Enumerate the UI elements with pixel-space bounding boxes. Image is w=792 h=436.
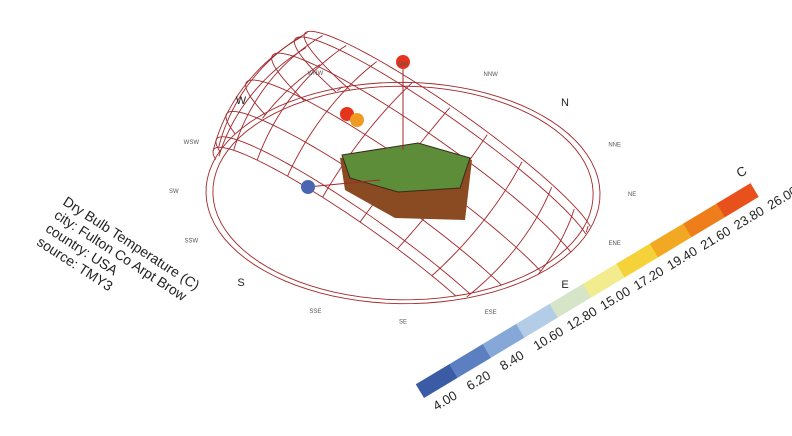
legend-swatch xyxy=(449,343,492,378)
sun-spheres xyxy=(301,55,410,194)
hour-line xyxy=(337,86,343,92)
compass-label: ENE xyxy=(608,241,620,247)
compass-label: WNW xyxy=(307,71,323,77)
compass-label: N xyxy=(561,97,569,109)
compass-label: ESE xyxy=(485,310,497,316)
legend: 4.006.208.4010.6012.8015.0017.2019.4021.… xyxy=(415,163,792,413)
hour-line xyxy=(262,64,321,119)
legend-swatch xyxy=(415,363,458,398)
compass-label: NNW xyxy=(484,72,499,78)
hour-line xyxy=(256,45,347,161)
compass-label: W xyxy=(236,95,247,107)
hour-line xyxy=(585,225,589,233)
legend-title: C xyxy=(734,163,750,181)
hour-line xyxy=(322,82,413,198)
hour-line xyxy=(466,186,553,298)
compass-ring xyxy=(205,81,601,305)
compass-label: SW xyxy=(169,189,179,195)
legend-swatch xyxy=(482,323,525,358)
building xyxy=(340,142,472,220)
building-roof xyxy=(341,142,471,193)
compass-ring xyxy=(212,85,594,301)
compass-label: SSE xyxy=(309,309,321,315)
hour-line xyxy=(537,208,575,276)
compass-label: NNE xyxy=(608,143,621,149)
legend-swatch xyxy=(616,243,659,278)
compass-label: NW xyxy=(398,62,408,68)
sun xyxy=(396,55,410,69)
sun-path-arc xyxy=(303,30,591,227)
compass-label: SSW xyxy=(185,239,199,245)
compass-label: NE xyxy=(628,192,636,198)
compass-label: WSW xyxy=(184,140,200,146)
compass-label: S xyxy=(237,277,244,289)
legend-swatch xyxy=(549,283,592,318)
hour-line xyxy=(287,61,378,177)
description: Dry Bulb Temperature (C) city: Fulton Co… xyxy=(34,193,202,304)
legend-swatch xyxy=(516,303,559,338)
legend-swatch xyxy=(582,263,626,298)
legend-swatch xyxy=(716,183,759,218)
legend-swatch xyxy=(649,223,692,258)
hour-line xyxy=(431,161,523,277)
legend-label: 26.00 xyxy=(765,183,792,213)
sun xyxy=(350,113,364,127)
sun xyxy=(301,180,315,194)
hour-line xyxy=(218,47,307,157)
legend-swatch xyxy=(683,203,726,238)
sun-ray xyxy=(307,179,381,188)
hour-line xyxy=(233,35,323,151)
compass-label: SE xyxy=(399,319,407,325)
compass-label: E xyxy=(561,279,568,291)
hour-line xyxy=(212,36,303,152)
